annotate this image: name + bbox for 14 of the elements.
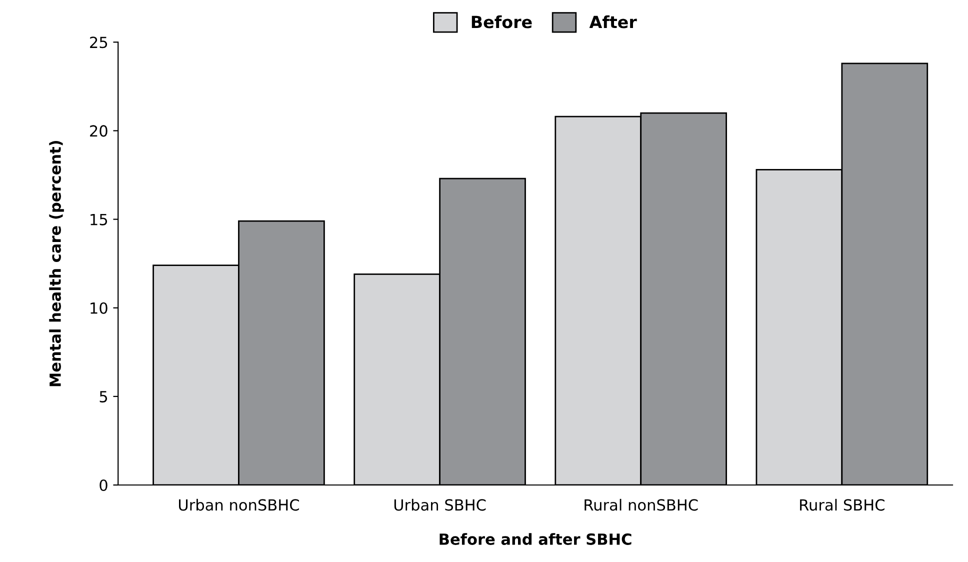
x-tick-label: Urban nonSBHC xyxy=(179,498,299,511)
y-tick-label: 20 xyxy=(90,125,108,137)
y-axis-title: Mental health care (percent) xyxy=(49,140,64,386)
y-tick-label: 0 xyxy=(100,479,108,492)
x-tick-label: Rural SBHC xyxy=(800,498,884,511)
y-tick-label: 5 xyxy=(100,391,108,402)
x-axis-title: Before and after SBHC xyxy=(440,533,632,545)
legend-label: Before xyxy=(472,15,532,28)
x-tick-label: Urban SBHC xyxy=(394,498,486,511)
legend-label: After xyxy=(589,15,637,28)
x-tick-label: Rural nonSBHC xyxy=(584,498,698,511)
y-tick-label: 25 xyxy=(90,36,108,48)
y-tick-label: 10 xyxy=(90,302,108,314)
y-tick-label: 15 xyxy=(90,214,108,226)
